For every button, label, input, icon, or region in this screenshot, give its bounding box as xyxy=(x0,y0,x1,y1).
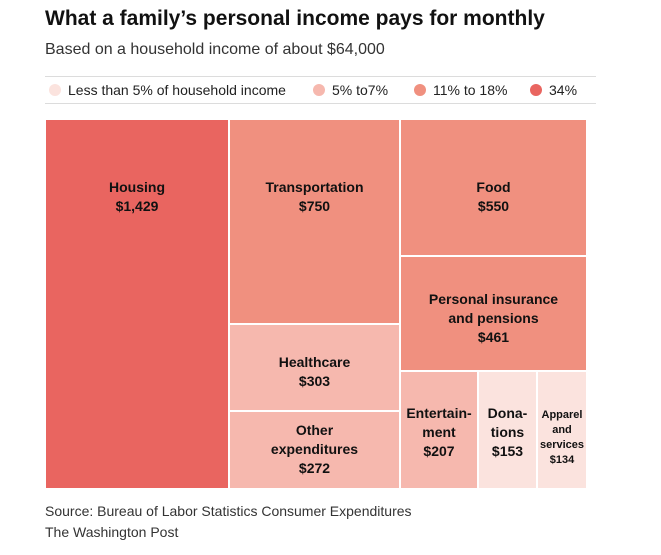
treemap-cell-apparel-and-services: Apparel and services $134 xyxy=(537,371,587,489)
legend-label: 5% to7% xyxy=(332,82,389,98)
legend-swatch-11-to-18 xyxy=(414,84,426,96)
treemap-chart: Housing $1,429 Transportation $750 Food $550 P… xyxy=(45,119,587,489)
treemap-cell-transportation: Transportation $750 xyxy=(229,119,400,324)
cell-value: $550 xyxy=(477,198,510,214)
cell-label: Other xyxy=(295,422,334,438)
cell-label: ment xyxy=(422,424,456,440)
cell-label: and pensions xyxy=(448,310,539,326)
legend-item-5-to-7: 5% to7% xyxy=(313,82,388,98)
treemap-cell-healthcare: Healthcare $303 xyxy=(229,324,400,411)
treemap-cell-food: Food $550 xyxy=(400,119,587,256)
cell-label: expenditures xyxy=(270,441,359,457)
treemap-cell-donations: Dona-tions $153 xyxy=(478,371,537,489)
chart-subtitle: Based on a household income of about $64… xyxy=(45,41,385,58)
legend-label: 34% xyxy=(549,82,578,98)
cell-value: $153 xyxy=(491,443,524,459)
treemap-cell-housing: Housing $1,429 xyxy=(45,119,229,489)
legend-swatch-34 xyxy=(530,84,542,96)
credit-note: The Washington Post xyxy=(45,524,179,540)
cell-label: Personal insurance xyxy=(428,291,559,307)
cell-value: $272 xyxy=(298,460,331,476)
treemap-cell-entertainment: Entertain-ment $207 xyxy=(400,371,478,489)
cell-label: Food xyxy=(476,179,511,195)
cell-label: Transportation xyxy=(265,179,364,195)
chart-title: What a family’s personal income pays for… xyxy=(45,7,545,30)
legend-item-11-to-18: 11% to 18% xyxy=(414,82,507,98)
cell-label: services xyxy=(539,439,585,451)
cell-value: $303 xyxy=(298,373,331,389)
legend-label: Less than 5% of household income xyxy=(68,82,286,98)
cell-label: Entertain- xyxy=(406,405,472,421)
cell-label: Housing xyxy=(109,179,165,195)
legend-item-less-than-5: Less than 5% of household income xyxy=(49,82,286,98)
cell-label: Healthcare xyxy=(278,354,351,370)
treemap-cell-personal-insurance-and-pensions: Personal insurance and pensions $461 xyxy=(400,256,587,371)
legend-label: 11% to 18% xyxy=(433,82,508,98)
cell-value: $461 xyxy=(477,329,510,345)
treemap-cell-other-expenditures: Other expenditures $272 xyxy=(229,411,400,489)
cell-label: Dona- xyxy=(487,405,528,421)
legend-item-34: 34% xyxy=(530,82,577,98)
source-note: Source: Bureau of Labor Statistics Consu… xyxy=(45,503,412,519)
cell-label: Apparel xyxy=(541,409,583,421)
cell-value: $207 xyxy=(423,443,455,459)
cell-value: $1,429 xyxy=(115,198,159,214)
cell-label: and xyxy=(552,424,572,436)
legend-swatch-5-to-7 xyxy=(313,84,325,96)
legend-swatch-less-than-5 xyxy=(49,84,61,96)
legend: Less than 5% of household income 5% to7%… xyxy=(45,76,596,104)
cell-value: $750 xyxy=(298,198,331,214)
cell-label: tions xyxy=(490,424,525,440)
cell-value: $134 xyxy=(549,454,575,466)
